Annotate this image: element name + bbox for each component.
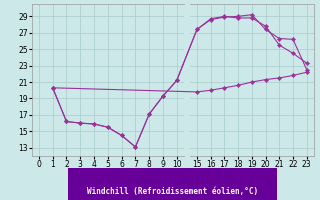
Text: Windchill (Refroidissement éolien,°C): Windchill (Refroidissement éolien,°C) <box>87 187 258 196</box>
